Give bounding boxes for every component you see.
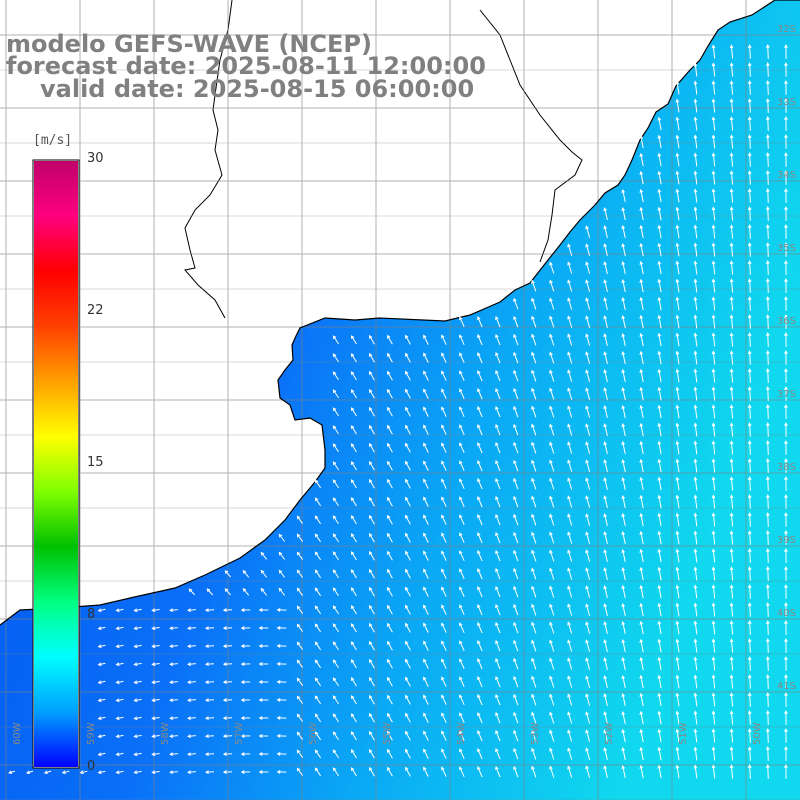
lon-label-51w: 51W xyxy=(678,722,689,745)
lon-label-57w: 57W xyxy=(234,722,245,745)
wind-arrows xyxy=(8,44,788,779)
lon-label-55w: 55W xyxy=(382,722,393,745)
colorbar-tick-15: 15 xyxy=(87,455,104,470)
lon-label-60w: 60W xyxy=(12,722,23,745)
lat-label-39s: 39S xyxy=(776,535,796,546)
lat-label-36s: 36S xyxy=(776,316,796,327)
lon-label-54w: 54W xyxy=(456,722,467,745)
lat-label-32s: 32S xyxy=(776,24,796,35)
valid-date: valid date: 2025-08-15 06:00:00 xyxy=(40,75,475,103)
forecast-date: forecast date: 2025-08-11 12:00:00 xyxy=(6,52,486,80)
lat-label-38s: 38S xyxy=(776,462,796,473)
coastline xyxy=(0,0,800,626)
colorbar-unit: [m/s] xyxy=(33,133,73,148)
lat-label-35s: 35S xyxy=(776,243,796,254)
border-line xyxy=(184,0,233,319)
lon-label-52w: 52W xyxy=(604,722,615,745)
colorbar-tick-8: 8 xyxy=(87,607,96,622)
lat-label-37s: 37S xyxy=(776,389,796,400)
lagoon-line xyxy=(479,9,583,263)
model-title: modelo GEFS-WAVE (NCEP) xyxy=(6,30,372,58)
colorbar-tick-30: 30 xyxy=(87,151,104,166)
lat-label-40s: 40S xyxy=(776,608,796,619)
lat-label-41s: 41S xyxy=(776,681,796,692)
lon-label-53w: 53W xyxy=(530,722,541,745)
lon-label-56w: 56W xyxy=(308,722,319,745)
lon-label-59w: 59W xyxy=(86,722,97,745)
colorbar xyxy=(34,161,78,767)
lon-label-50w: 50W xyxy=(752,722,763,745)
colorbar-tick-22: 22 xyxy=(87,303,104,318)
lon-label-58w: 58W xyxy=(160,722,171,745)
lat-label-34s: 34S xyxy=(776,170,796,181)
lat-label-33s: 33S xyxy=(776,97,796,108)
colorbar-tick-0: 0 xyxy=(87,759,96,774)
